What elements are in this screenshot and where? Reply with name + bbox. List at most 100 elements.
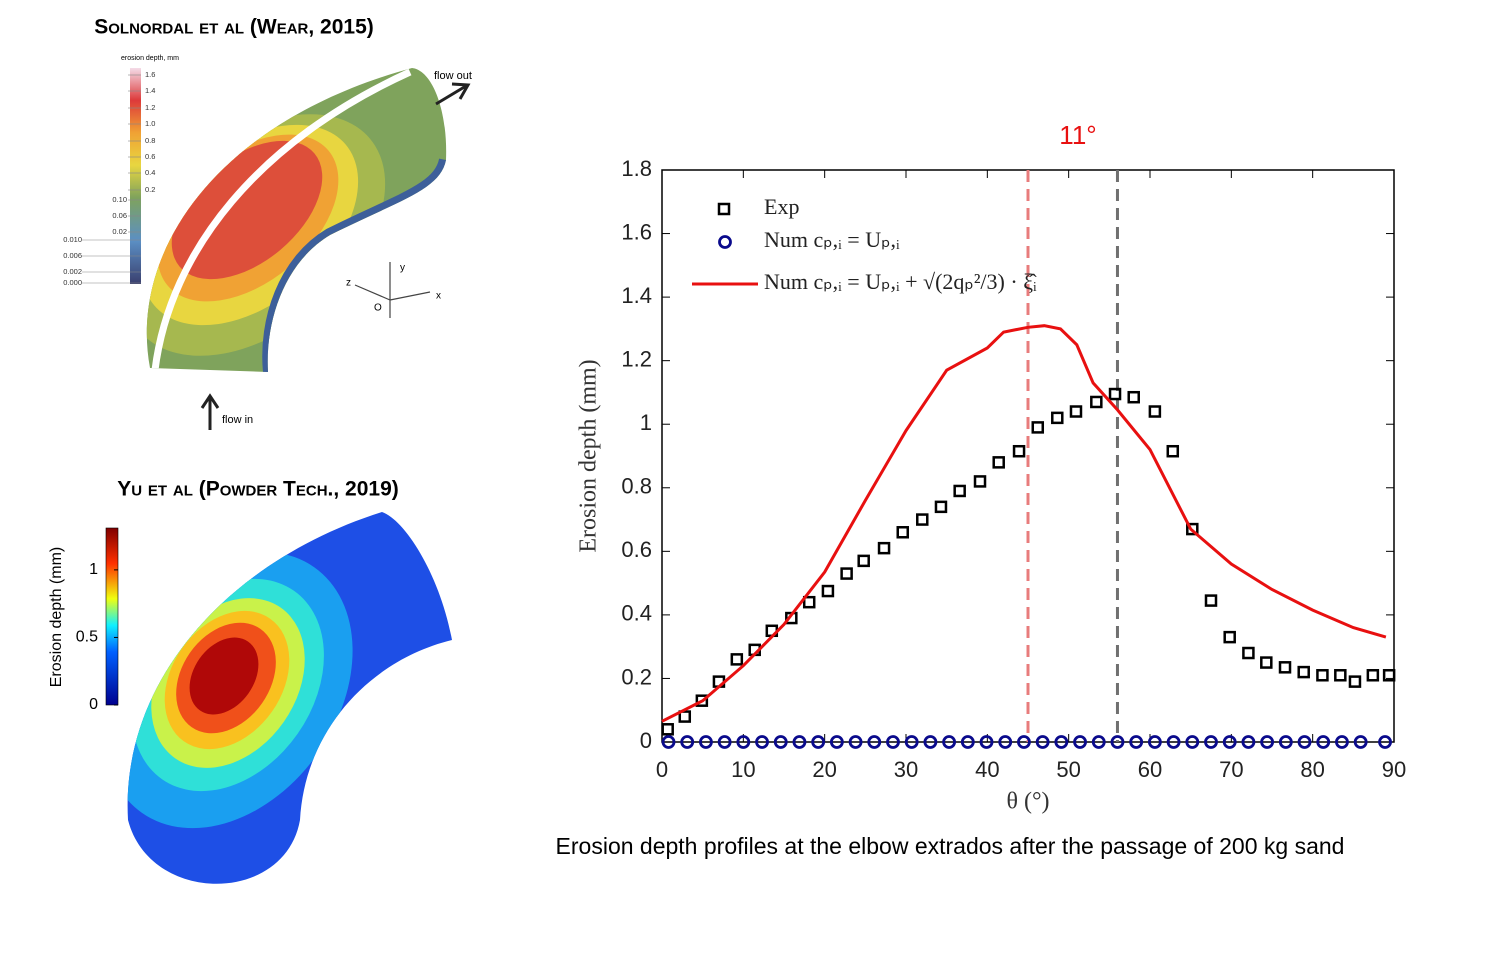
y-tick-label: 1 <box>640 410 652 435</box>
exp-marker <box>1012 444 1026 458</box>
exp-marker <box>992 456 1005 469</box>
exp-marker <box>934 500 948 514</box>
y-tick-label: 1.6 <box>621 219 652 244</box>
exp-marker <box>678 710 692 723</box>
axis-letter: y <box>400 263 405 274</box>
exp-marker <box>1260 656 1273 669</box>
num-marker <box>923 735 938 749</box>
num-marker <box>1017 735 1031 749</box>
x-tick-label: 90 <box>1382 757 1406 782</box>
flow-label: flow in <box>222 414 253 426</box>
axes-triad <box>354 262 431 318</box>
legend-label: Num cₚ,ᵢ = Uₚ,ᵢ <box>764 227 900 252</box>
num-marker <box>1035 735 1050 749</box>
exp-marker <box>896 526 909 539</box>
exp-marker <box>1031 421 1045 434</box>
num-marker <box>661 735 676 749</box>
exp-marker <box>1297 665 1310 679</box>
x-tick-label: 50 <box>1056 757 1080 782</box>
x-tick-label: 20 <box>812 757 836 782</box>
x-tick-label: 0 <box>656 757 668 782</box>
exp-marker <box>916 513 929 526</box>
exp-marker <box>730 653 744 666</box>
colorbar-tick-label: 1 <box>89 561 98 578</box>
x-tick-label: 10 <box>731 757 755 782</box>
colorbar-label: erosion depth, mm <box>121 55 179 62</box>
num-marker <box>1204 735 1218 749</box>
num-marker <box>1091 735 1106 749</box>
colorbar-tick-label: 0.4 <box>145 168 155 177</box>
x-axis-label: θ (°) <box>1006 789 1049 815</box>
x-tick-label: 70 <box>1219 757 1243 782</box>
exp-marker <box>1127 390 1140 404</box>
axis-letter: z <box>346 278 351 289</box>
colorbar-tick-label: 0.8 <box>145 136 155 145</box>
y-tick-label: 1.8 <box>621 156 652 181</box>
num-marker <box>1297 735 1312 749</box>
num-marker <box>886 735 900 749</box>
exp-marker <box>802 595 816 609</box>
flow-in-arrow <box>200 393 220 430</box>
y-tick-label: 0.6 <box>621 537 652 562</box>
elbow-contour-2 <box>127 512 452 884</box>
x-tick-label: 60 <box>1138 757 1162 782</box>
exp-marker <box>1242 646 1255 660</box>
y-tick-label: 1.4 <box>621 283 652 308</box>
num-marker <box>1147 735 1162 749</box>
num-marker <box>848 735 863 749</box>
y-tick-label: 1.2 <box>621 346 652 371</box>
num-marker <box>1353 735 1368 749</box>
num-marker <box>792 735 807 749</box>
colorbar-tick-label: 0.06 <box>112 211 127 220</box>
exp-marker <box>973 475 987 488</box>
x-tick-label: 30 <box>894 757 918 782</box>
colorbar-tick-label: 1.4 <box>145 86 155 95</box>
exp-marker <box>877 541 891 555</box>
num-marker <box>1241 735 1256 749</box>
exp-marker <box>1148 405 1162 418</box>
colorbar-tick-label: 0.006 <box>63 251 82 260</box>
exp-marker <box>821 584 835 598</box>
num-marker <box>1129 735 1144 749</box>
colorbar-tick-label: 1.2 <box>145 103 155 112</box>
colorbar-tick-label: 0.5 <box>76 629 98 646</box>
exp-marker <box>1051 411 1064 425</box>
exp-marker <box>1348 675 1362 688</box>
exp-marker <box>1316 669 1329 682</box>
colorbar-tick-label: 0.6 <box>145 152 155 161</box>
panel-title: Solnordal et al (Wear, 2015) <box>94 16 374 39</box>
y-tick-label: 0.8 <box>621 474 652 499</box>
axis-letter: O <box>374 303 382 314</box>
num-marker <box>942 735 957 749</box>
exp-marker <box>1204 594 1218 607</box>
colorbar-tick-label: 1.6 <box>145 70 155 79</box>
num-marker <box>1335 735 1349 749</box>
y-axis-label: Erosion depth (mm) <box>576 359 602 552</box>
colorbar-1 <box>130 68 141 284</box>
num-marker <box>960 735 975 749</box>
legend-label: Exp <box>764 194 799 219</box>
exp-marker <box>953 484 966 498</box>
exp-marker <box>1069 405 1083 418</box>
colorbar-tick-label: 0.002 <box>63 267 82 276</box>
num-marker <box>998 735 1013 749</box>
y-tick-label: 0 <box>640 728 652 753</box>
colorbar-tick-label: 1.0 <box>145 119 155 128</box>
exp-marker <box>840 567 853 580</box>
exp-marker <box>1166 444 1180 458</box>
axis-letter: x <box>436 291 441 302</box>
num-marker <box>811 735 826 749</box>
exp-marker <box>1186 522 1199 536</box>
caption: Erosion depth profiles at the elbow extr… <box>556 833 1345 859</box>
x-tick-label: 80 <box>1300 757 1324 782</box>
num-marker <box>1110 735 1125 749</box>
num-marker <box>755 735 769 749</box>
num-marker <box>1166 735 1181 749</box>
num-marker <box>773 735 788 749</box>
colorbar-label: Erosion depth (mm) <box>48 547 65 688</box>
num-marker <box>699 735 713 749</box>
num-marker <box>904 735 919 749</box>
exp-marker <box>1278 661 1292 674</box>
legend-label: Num cₚ,ᵢ = Uₚ,ᵢ + √(2qₚ²/3) · ξ̂ᵢ <box>764 269 1037 294</box>
